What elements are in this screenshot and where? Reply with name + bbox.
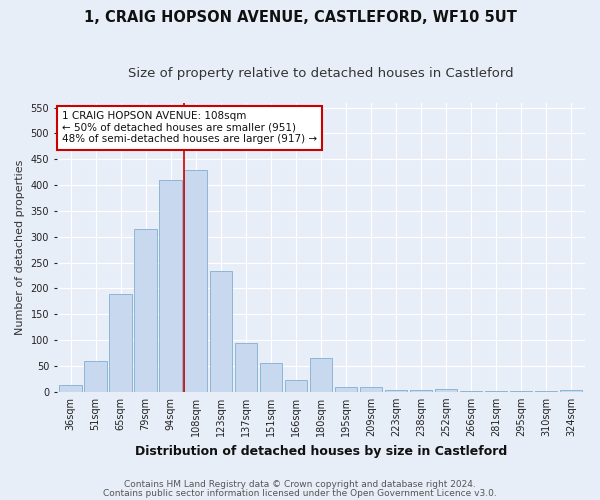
Bar — [160, 180, 182, 392]
Title: Size of property relative to detached houses in Castleford: Size of property relative to detached ho… — [128, 68, 514, 80]
Bar — [284, 380, 307, 392]
Bar — [460, 391, 482, 392]
Bar — [109, 294, 132, 392]
Bar — [134, 229, 157, 392]
Bar — [410, 390, 433, 392]
Bar — [209, 272, 232, 392]
Bar — [435, 389, 457, 392]
Bar — [560, 390, 583, 392]
Bar — [59, 385, 82, 392]
Bar — [385, 390, 407, 392]
Text: 1 CRAIG HOPSON AVENUE: 108sqm
← 50% of detached houses are smaller (951)
48% of : 1 CRAIG HOPSON AVENUE: 108sqm ← 50% of d… — [62, 111, 317, 144]
Text: Contains public sector information licensed under the Open Government Licence v3: Contains public sector information licen… — [103, 488, 497, 498]
Text: Contains HM Land Registry data © Crown copyright and database right 2024.: Contains HM Land Registry data © Crown c… — [124, 480, 476, 489]
Bar — [235, 343, 257, 392]
X-axis label: Distribution of detached houses by size in Castleford: Distribution of detached houses by size … — [135, 444, 507, 458]
Y-axis label: Number of detached properties: Number of detached properties — [15, 160, 25, 335]
Text: 1, CRAIG HOPSON AVENUE, CASTLEFORD, WF10 5UT: 1, CRAIG HOPSON AVENUE, CASTLEFORD, WF10… — [83, 10, 517, 25]
Bar — [85, 361, 107, 392]
Bar — [260, 364, 282, 392]
Bar — [310, 358, 332, 392]
Bar — [335, 386, 357, 392]
Bar — [184, 170, 207, 392]
Bar — [360, 386, 382, 392]
